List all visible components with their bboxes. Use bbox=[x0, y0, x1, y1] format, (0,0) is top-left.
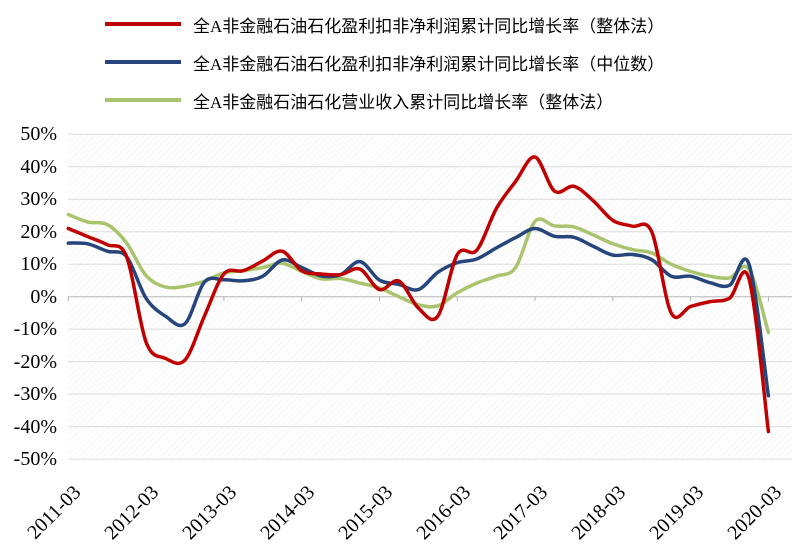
y-axis-label: 10% bbox=[20, 253, 57, 276]
series-line-profit-overall-red bbox=[66, 155, 771, 434]
legend-label: 全A非金融石油石化盈利扣非净利润累计同比增长率（整体法） bbox=[193, 16, 665, 36]
y-axis-label: 0% bbox=[30, 285, 57, 308]
legend-line-swatch-green bbox=[105, 98, 181, 102]
legend-line-swatch-navy bbox=[105, 60, 181, 64]
legend-item: 全A非金融石油石化盈利扣非净利润累计同比增长率（整体法） bbox=[105, 5, 664, 43]
series-line-profit-median-navy bbox=[66, 226, 771, 398]
y-axis-label: -40% bbox=[13, 415, 57, 438]
chart-legend: 全A非金融石油石化盈利扣非净利润累计同比增长率（整体法） 全A非金融石油石化盈利… bbox=[105, 5, 664, 119]
y-axis-label: 40% bbox=[20, 155, 57, 178]
series-line-revenue-overall-green bbox=[66, 212, 771, 335]
legend-line-swatch-red bbox=[105, 22, 181, 26]
y-axis-label: -30% bbox=[13, 383, 57, 406]
legend-item: 全A非金融石油石化营业收入累计同比增长率（整体法） bbox=[105, 81, 664, 119]
legend-label: 全A非金融石油石化盈利扣非净利润累计同比增长率（中位数） bbox=[193, 54, 665, 74]
y-axis-label: -50% bbox=[13, 448, 57, 471]
legend-label: 全A非金融石油石化营业收入累计同比增长率（整体法） bbox=[193, 92, 614, 112]
y-axis-label: 30% bbox=[20, 188, 57, 211]
legend-item: 全A非金融石油石化盈利扣非净利润累计同比增长率（中位数） bbox=[105, 43, 664, 81]
y-axis-label: 20% bbox=[20, 220, 57, 243]
y-axis-label: -20% bbox=[13, 350, 57, 373]
y-axis-label: 50% bbox=[20, 123, 57, 146]
y-axis-label: -10% bbox=[13, 318, 57, 341]
